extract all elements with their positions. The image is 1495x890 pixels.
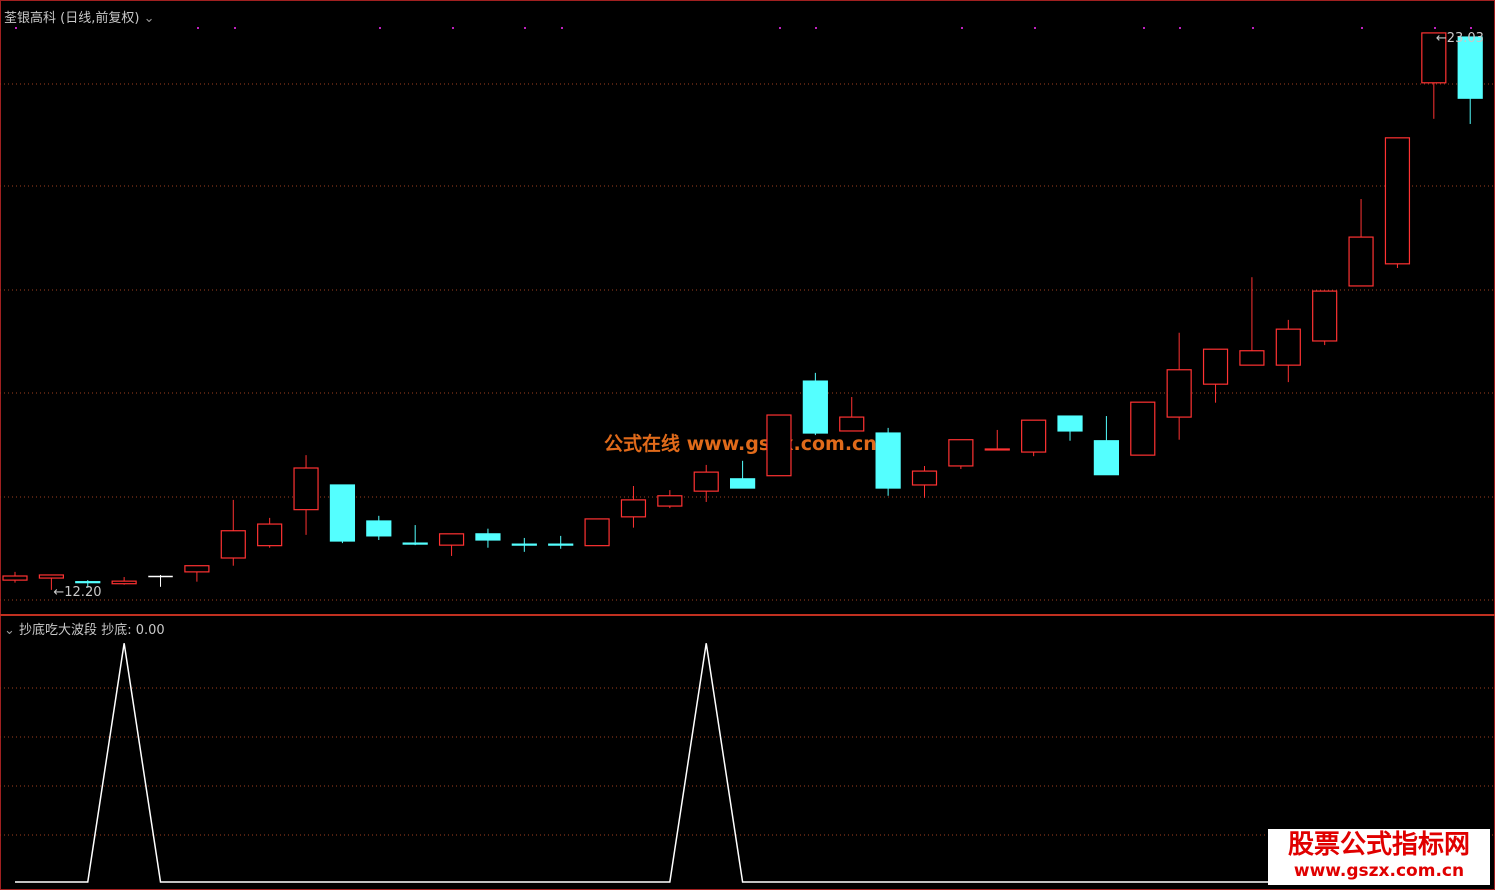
title: 荃银高科 (日线,前复权) — [4, 11, 140, 26]
high-label: ←23.03 — [1436, 31, 1484, 46]
candle-body — [1421, 32, 1447, 84]
marker-dot — [1252, 27, 1254, 29]
candle-body — [38, 574, 64, 579]
indicator-header: ⌄ 抄底吃大波段 抄底: 0.00 — [4, 619, 165, 638]
candle-body — [438, 533, 465, 546]
candle-body — [75, 581, 101, 584]
candle-body — [1348, 236, 1374, 287]
marker-dot — [15, 27, 17, 29]
indicator-line — [15, 643, 1471, 883]
candle-body — [1384, 137, 1411, 265]
marker-dot — [1179, 27, 1181, 29]
readout-value: 0.00 — [135, 623, 165, 638]
candle-body — [911, 470, 938, 486]
marker-dot — [1361, 27, 1363, 29]
badge-url: www.gszx.com.cn — [1293, 861, 1465, 881]
candle-body — [548, 543, 574, 546]
candle-body — [2, 575, 28, 581]
menu-icon[interactable]: ⌄ — [4, 623, 15, 638]
candle-body — [329, 484, 356, 542]
candle-body — [1312, 290, 1338, 342]
menu-icon[interactable]: ⌄ — [143, 11, 155, 26]
marker-dot — [197, 27, 199, 29]
marker-dot — [561, 27, 563, 29]
candle-body — [657, 495, 683, 507]
candle-body — [1021, 419, 1047, 453]
candle-body — [766, 414, 792, 477]
candle-body — [184, 565, 210, 573]
candle-body — [1202, 348, 1229, 385]
candle-body — [475, 533, 501, 541]
candle-body — [984, 448, 1010, 451]
candle-body — [148, 575, 173, 578]
candle-body — [1130, 401, 1156, 456]
marker-dot — [234, 27, 236, 29]
candle-body — [111, 580, 137, 585]
candle-body — [802, 380, 828, 434]
candle-body — [402, 542, 428, 545]
marker-dot — [1143, 27, 1145, 29]
marker-dot — [379, 27, 381, 29]
badge-title: 股票公式指标网 — [1287, 830, 1470, 860]
marker-dot — [1470, 27, 1472, 29]
candle-body — [293, 467, 319, 511]
candle-body — [1093, 440, 1120, 476]
watermark: 公式在线 www.gszx.com.cn — [604, 432, 877, 455]
marker-dot — [1034, 27, 1036, 29]
candle-body — [1239, 350, 1265, 366]
candle-body — [839, 416, 865, 432]
marker-dot — [1434, 27, 1436, 29]
indicator-name: 抄底吃大波段 — [19, 623, 98, 638]
marker-dot — [815, 27, 817, 29]
candle-body — [620, 499, 647, 518]
candle-body — [729, 478, 756, 489]
candle-body — [1166, 369, 1192, 418]
marker-dot — [452, 27, 454, 29]
low-label: ←12.20 — [53, 585, 101, 600]
candle-body — [511, 543, 537, 546]
candle-body — [1457, 36, 1483, 99]
candle-body — [366, 520, 392, 537]
candle-body — [948, 439, 974, 467]
candle-body — [584, 518, 610, 547]
badge: 股票公式指标网 www.gszx.com.cn — [1268, 829, 1490, 885]
candle-body — [1057, 415, 1083, 432]
marker-dot — [961, 27, 963, 29]
marker-dot — [779, 27, 781, 29]
marker-dot — [524, 27, 526, 29]
chart-title: 荃银高科 (日线,前复权) ⌄ — [4, 7, 154, 26]
candle-body — [1275, 328, 1301, 366]
candle-body — [693, 471, 719, 492]
readout-name: 抄底: — [101, 623, 132, 638]
candle-body — [875, 432, 901, 489]
candle-body — [220, 530, 246, 559]
candle-body — [257, 523, 283, 547]
